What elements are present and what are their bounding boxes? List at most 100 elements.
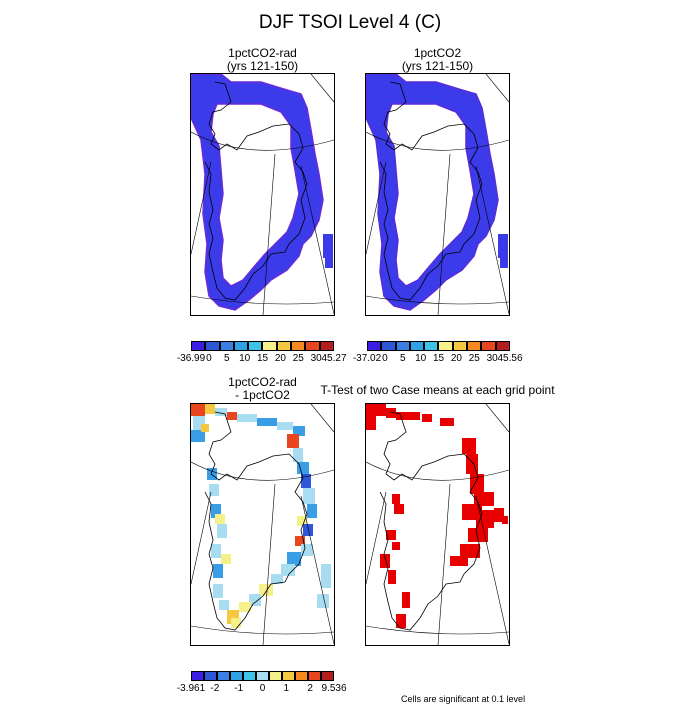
colorbar-swatch xyxy=(481,341,496,351)
graticule-line xyxy=(437,153,451,315)
colorbar-label: -1 xyxy=(234,683,244,694)
colorbar-swatch xyxy=(282,671,295,681)
graticule-line xyxy=(366,625,509,635)
colorbar-swatch xyxy=(256,671,269,681)
colorbar-swatch xyxy=(295,671,308,681)
temperature-field xyxy=(191,74,324,311)
colorbar-swatch xyxy=(424,341,439,351)
grid-cell xyxy=(386,408,396,418)
colorbar-label: 10 xyxy=(239,353,251,364)
map-graticule xyxy=(366,404,509,645)
significant-cells xyxy=(366,404,508,628)
grid-cell xyxy=(191,404,205,416)
grid-cell xyxy=(396,412,420,420)
graticule-line xyxy=(475,495,509,645)
grid-cell xyxy=(287,552,301,566)
graticule-line xyxy=(191,491,212,585)
grid-cell xyxy=(217,524,227,538)
grid-cell xyxy=(227,412,237,420)
grid-cell xyxy=(301,544,313,556)
colorbar-labels: -3.961 -2 -1 0 1 2 9.536 xyxy=(177,683,347,695)
grid-cell xyxy=(239,602,251,612)
graticule-line xyxy=(191,295,334,305)
colorbar-swatch xyxy=(395,341,410,351)
grid-cell xyxy=(215,408,227,416)
grid-cell xyxy=(293,426,305,436)
grid-cell xyxy=(325,258,333,268)
colorbar-swatch xyxy=(367,341,382,351)
colorbar-label: 25 xyxy=(292,353,304,364)
main-title: DJF TSOI Level 4 (C) xyxy=(258,12,442,33)
graticule-line xyxy=(366,461,509,481)
panel-title-line2: (yrs 121-150) xyxy=(401,59,474,73)
outlying-cells xyxy=(323,234,333,268)
margin-cells xyxy=(191,74,324,311)
grid-cell xyxy=(470,474,484,494)
colorbar-labels: -36.99 0 5 10 15 20 25 30 45.27 xyxy=(177,353,347,365)
grid-cell xyxy=(201,424,209,432)
panel-title: T-Test of two Case means at each grid po… xyxy=(300,384,575,397)
temperature-field xyxy=(366,74,499,311)
grid-cell xyxy=(271,574,283,584)
map-graticule xyxy=(191,404,334,645)
grid-cell xyxy=(380,554,390,568)
grid-cell xyxy=(498,234,508,258)
grid-cell xyxy=(386,530,396,540)
grid-cell xyxy=(450,556,468,566)
panel-title-line1: T-Test of two Case means at each grid po… xyxy=(320,383,555,397)
map-graticule xyxy=(191,74,334,315)
grid-cell xyxy=(297,516,307,526)
grid-cell xyxy=(394,504,404,514)
grid-cell xyxy=(366,404,386,416)
grid-cell xyxy=(215,514,225,524)
colorbar-label: 20 xyxy=(450,353,462,364)
grid-cell xyxy=(392,494,400,504)
colorbar-label: -2 xyxy=(210,683,220,694)
graticule-line xyxy=(310,404,334,433)
grid-cell xyxy=(396,614,406,628)
colorbar-swatch xyxy=(308,671,321,681)
colorbar-label: -37.02 xyxy=(352,353,382,364)
grid-cell xyxy=(281,564,295,576)
difference-cells xyxy=(191,404,331,628)
grid-cell xyxy=(462,438,476,454)
colorbar-label: 15 xyxy=(256,353,269,364)
graticule-line xyxy=(366,295,509,305)
greenland-coastline xyxy=(379,411,483,631)
colorbar-swatch xyxy=(319,341,334,351)
grid-cell xyxy=(500,258,508,268)
colorbar-swatch xyxy=(205,341,220,351)
colorbar-label: 45.27 xyxy=(321,353,347,364)
grid-cell xyxy=(303,488,315,504)
grid-cell xyxy=(293,448,303,462)
colorbar-swatch xyxy=(409,341,425,351)
graticule-line xyxy=(191,161,212,255)
graticule-line xyxy=(191,625,334,635)
colorbar-swatch xyxy=(191,671,204,681)
map-canvas xyxy=(366,404,509,645)
colorbar-label: -3.961 xyxy=(176,683,206,694)
colorbar-swatch xyxy=(467,341,482,351)
graticule-line xyxy=(366,161,387,255)
grid-cell xyxy=(231,618,241,628)
colorbar-label: 0 xyxy=(382,353,388,364)
grid-cell xyxy=(297,462,309,474)
colorbar-swatch xyxy=(233,341,249,351)
colorbar-swatch xyxy=(381,341,396,351)
grid-cell xyxy=(207,468,217,480)
map-canvas xyxy=(191,404,334,645)
colorbar-swatches xyxy=(191,341,334,351)
grid-cell xyxy=(213,584,223,598)
grid-cell xyxy=(277,422,293,430)
graticule-line xyxy=(262,483,276,645)
grid-cell xyxy=(303,524,313,536)
colorbar-label: 15 xyxy=(432,353,445,364)
grid-cell xyxy=(213,564,223,578)
colorbar-2: -37.02 0 5 10 15 20 25 30 45.56 xyxy=(353,341,523,365)
colorbar-label: 10 xyxy=(415,353,427,364)
grid-cell xyxy=(474,492,494,506)
panel-title-line1: 1pctCO2-rad xyxy=(228,46,297,60)
colorbar-label: -36.99 xyxy=(176,353,206,364)
graticule-line xyxy=(262,153,276,315)
colorbar-label: 45.56 xyxy=(497,353,523,364)
